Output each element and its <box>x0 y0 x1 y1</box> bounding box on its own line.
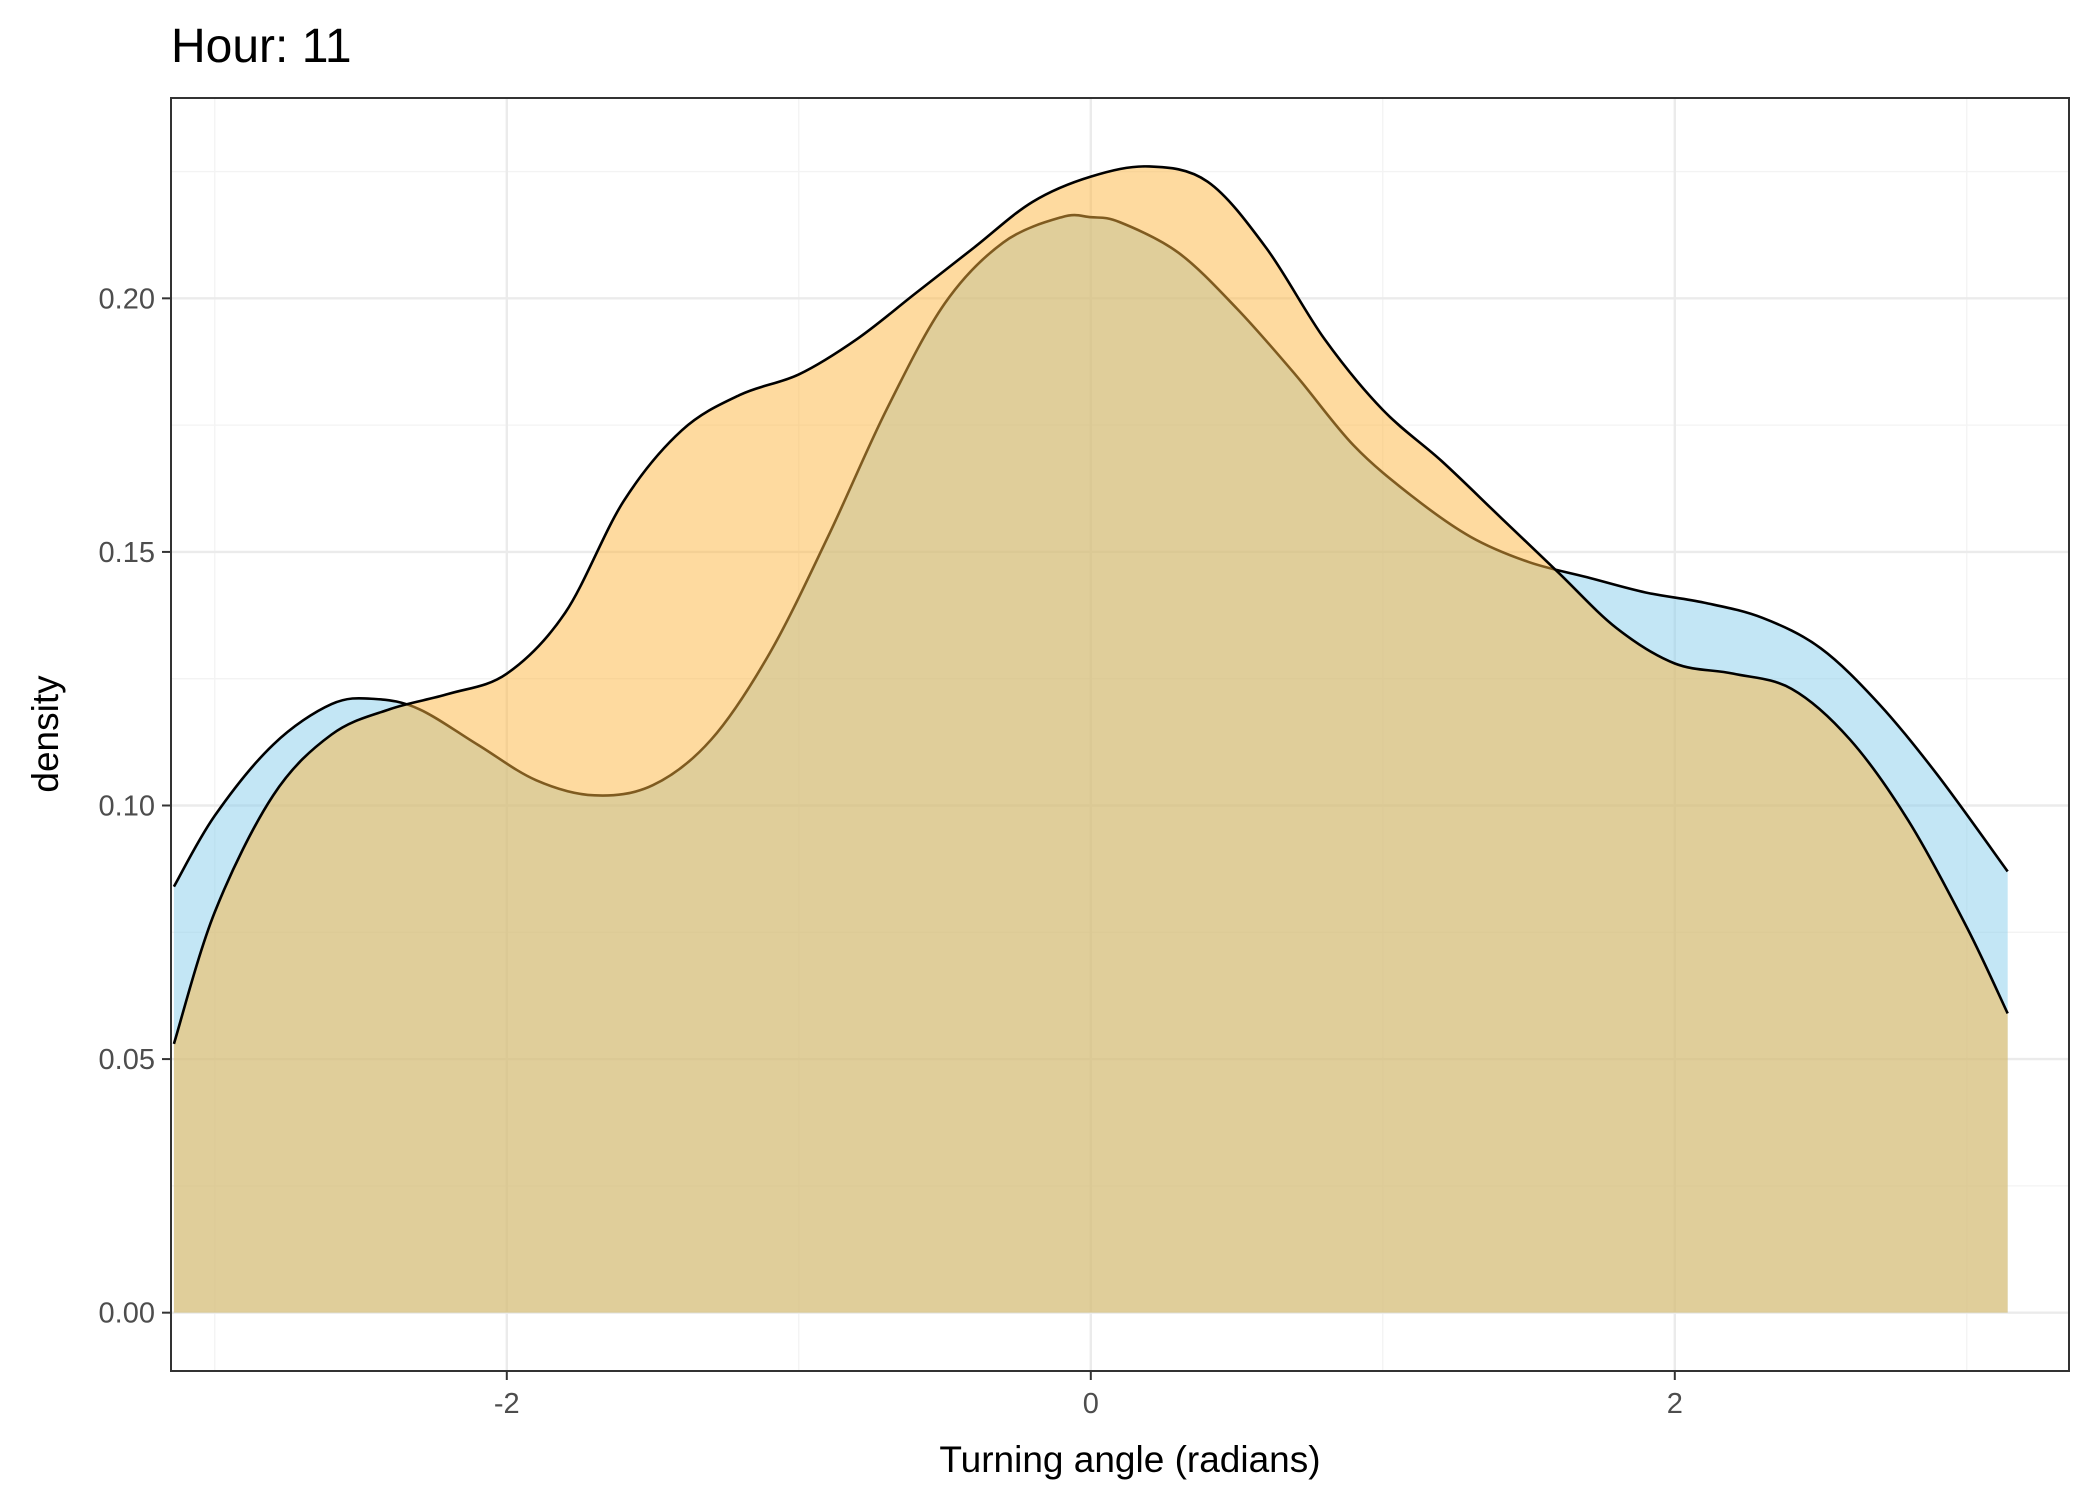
density-line-series-2 <box>172 165 2009 1045</box>
y-axis-title: density <box>25 675 66 793</box>
y-tick-label: 0.20 <box>99 283 155 315</box>
chart-title: Hour: 11 <box>171 20 352 73</box>
panel-border <box>170 97 2070 1372</box>
x-tick-label: 0 <box>1083 1388 1099 1420</box>
y-tick-label: 0.10 <box>99 791 155 823</box>
y-axis: 0.00 0.05 0.10 0.15 0.20 <box>99 283 171 1330</box>
y-tick-label: 0.05 <box>99 1044 155 1076</box>
density-area-series-2 <box>173 166 2008 1313</box>
density-areas <box>172 165 2009 1313</box>
x-tick-label: 2 <box>1667 1388 1683 1420</box>
x-axis-title: Turning angle (radians) <box>939 1439 1320 1480</box>
y-tick-label: 0.15 <box>99 537 155 569</box>
x-tick-label: -2 <box>494 1388 520 1420</box>
y-tick-label: 0.00 <box>99 1298 155 1330</box>
x-axis: -2 0 2 <box>494 1371 1683 1420</box>
